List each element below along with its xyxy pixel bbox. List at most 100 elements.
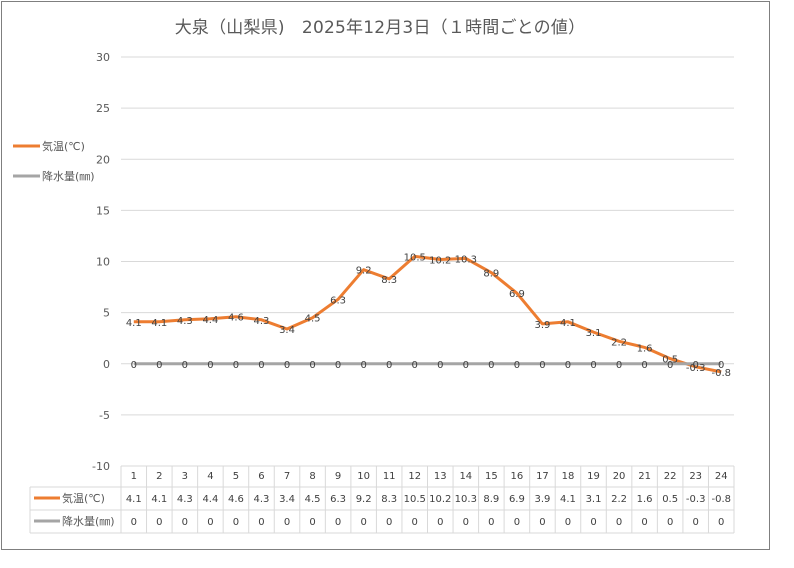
x-tick-label: 10 — [357, 471, 370, 482]
x-tick-label: 24 — [715, 471, 728, 482]
x-tick-label: 17 — [536, 471, 549, 482]
x-tick-label: 20 — [613, 471, 626, 482]
data-label: 0 — [667, 360, 673, 371]
x-tick-label: 19 — [587, 471, 600, 482]
table-cell-value: 6.9 — [509, 494, 525, 505]
table-cell-value: 9.2 — [356, 494, 372, 505]
y-tick-label: 25 — [96, 102, 110, 115]
legend-label: 降水量(㎜) — [42, 169, 95, 183]
table-cell-value: 4.3 — [254, 494, 270, 505]
table-row-label: 気温(℃) — [62, 491, 105, 505]
table-cell-value: 0 — [718, 517, 724, 528]
data-label: 8.9 — [483, 269, 499, 280]
data-label: 0 — [616, 360, 622, 371]
data-label: 0.5 — [662, 355, 678, 366]
data-label: 0 — [488, 360, 494, 371]
data-label: 0 — [590, 360, 596, 371]
table-cell-value: 0 — [437, 517, 443, 528]
x-tick-label: 16 — [511, 471, 524, 482]
table-cell-value: 4.5 — [305, 494, 321, 505]
data-label: -0.3 — [686, 363, 706, 374]
table-cell-value: -0.3 — [686, 494, 706, 505]
table-cell-value: 0 — [284, 517, 290, 528]
data-label: 10.5 — [404, 252, 426, 263]
table-cell-value: 0.5 — [662, 494, 678, 505]
table-cell-value: 0 — [233, 517, 239, 528]
data-label: 3.9 — [534, 320, 550, 331]
x-tick-label: 7 — [284, 471, 290, 482]
table-cell-value: 0 — [488, 517, 494, 528]
x-tick-label: 21 — [638, 471, 651, 482]
data-label: 4.1 — [126, 318, 142, 329]
table-cell-value: 10.2 — [429, 494, 451, 505]
x-tick-label: 14 — [459, 471, 472, 482]
data-label: 0 — [284, 360, 290, 371]
data-label: 0 — [641, 360, 647, 371]
x-tick-label: 23 — [689, 471, 702, 482]
data-label: 0 — [718, 360, 724, 371]
data-label: 10.2 — [429, 255, 451, 266]
table-cell-value: 0 — [335, 517, 341, 528]
table-row-label: 降水量(㎜) — [62, 514, 115, 528]
data-label: 0 — [539, 360, 545, 371]
y-tick-label: 5 — [103, 307, 110, 320]
x-tick-label: 22 — [664, 471, 677, 482]
data-label: 0 — [309, 360, 315, 371]
data-label: 8.3 — [381, 275, 397, 286]
table-cell-value: 0 — [590, 517, 596, 528]
data-label: 4.4 — [202, 315, 218, 326]
chart-title: 大泉（山梨県) 2025年12月3日（１時間ごとの値） — [174, 18, 586, 38]
y-tick-label: -5 — [99, 409, 110, 422]
table-cell-value: 4.4 — [202, 494, 218, 505]
x-tick-label: 4 — [207, 471, 213, 482]
x-tick-label: 8 — [309, 471, 315, 482]
data-label: 0 — [131, 360, 137, 371]
y-tick-label: 15 — [96, 204, 110, 217]
table-cell-value: 4.1 — [560, 494, 576, 505]
x-tick-label: 15 — [485, 471, 498, 482]
x-tick-label: 9 — [335, 471, 341, 482]
table-cell-value: 0 — [565, 517, 571, 528]
table-cell-value: 3.9 — [534, 494, 550, 505]
x-tick-label: 3 — [182, 471, 188, 482]
table-cell-value: 1.6 — [637, 494, 653, 505]
table-cell-value: 10.3 — [455, 494, 477, 505]
data-label: 3.1 — [586, 328, 602, 339]
table-cell-value: 0 — [360, 517, 366, 528]
data-label: 0 — [233, 360, 239, 371]
data-label: 1.6 — [637, 343, 653, 354]
data-label: 4.1 — [151, 318, 167, 329]
data-label: 0 — [412, 360, 418, 371]
data-label: 0 — [693, 360, 699, 371]
data-label: 6.3 — [330, 295, 346, 306]
table-cell-value: 0 — [131, 517, 137, 528]
data-label: 0 — [514, 360, 520, 371]
data-label: -0.8 — [711, 368, 731, 379]
data-label: 4.6 — [228, 313, 244, 324]
data-label: 4.3 — [177, 316, 193, 327]
chart-frame — [1, 1, 770, 550]
table-cell-value: 3.1 — [586, 494, 602, 505]
data-label: 9.2 — [356, 266, 372, 277]
data-label: 0 — [207, 360, 213, 371]
data-label: 0 — [156, 360, 162, 371]
data-label: 4.1 — [560, 318, 576, 329]
table-cell-value: 6.3 — [330, 494, 346, 505]
data-label: 6.9 — [509, 289, 525, 300]
table-cell-value: 0 — [539, 517, 545, 528]
table-cell-value: 0 — [156, 517, 162, 528]
table-cell-value: 0 — [386, 517, 392, 528]
table-cell-value: 0 — [182, 517, 188, 528]
y-tick-label: 10 — [96, 256, 110, 269]
table-cell-value: 0 — [616, 517, 622, 528]
data-label: 3.4 — [279, 325, 295, 336]
data-label: 10.3 — [455, 254, 477, 265]
table-cell-value: -0.8 — [711, 494, 731, 505]
table-cell-value: 4.1 — [151, 494, 167, 505]
data-label: 0 — [437, 360, 443, 371]
data-label: 2.2 — [611, 337, 627, 348]
table-cell-value: 8.9 — [483, 494, 499, 505]
x-tick-label: 5 — [233, 471, 239, 482]
table-cell-value: 0 — [667, 517, 673, 528]
